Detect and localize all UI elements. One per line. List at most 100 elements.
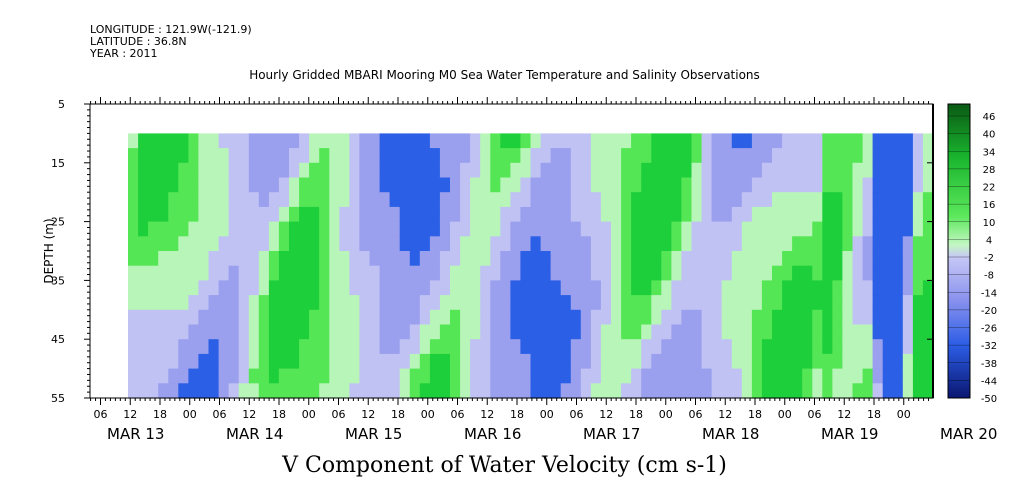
heatmap-cell [359, 148, 371, 164]
heatmap-cell [258, 177, 270, 193]
colorbar [947, 103, 971, 399]
heatmap-cell [641, 265, 652, 281]
heatmap-cell [812, 133, 823, 149]
heatmap-cell [460, 162, 471, 179]
heatmap-cell [198, 383, 210, 399]
heatmap-cell [299, 353, 310, 370]
heatmap-cell [872, 221, 884, 237]
heatmap-cell [208, 206, 220, 223]
heatmap-cell [470, 206, 481, 223]
heatmap-cell [148, 368, 159, 384]
heatmap-cell [540, 353, 552, 370]
heatmap-cell [611, 162, 622, 179]
heatmap-cell [892, 221, 904, 237]
heatmap-cell [922, 353, 934, 370]
heatmap-cell [711, 295, 723, 311]
heatmap-cell [389, 206, 401, 223]
heatmap-cell [661, 133, 672, 149]
heatmap-cell [188, 368, 200, 384]
heatmap-cell [852, 221, 864, 237]
heatmap-cell [761, 280, 773, 296]
heatmap-cell [268, 192, 280, 208]
heatmap-cell [701, 133, 713, 149]
latitude-label: LATITUDE : 36.8N [90, 35, 187, 48]
heatmap-cell [882, 236, 894, 252]
heatmap-cell [460, 339, 471, 355]
x-tick-label: 18 [629, 408, 643, 421]
heatmap-cell [309, 339, 320, 355]
heatmap-cell [812, 309, 823, 326]
heatmap-cell [228, 383, 240, 399]
heatmap-cell [631, 324, 642, 340]
heatmap-cell [661, 148, 672, 164]
heatmap-cell [460, 221, 471, 237]
heatmap-cell [661, 309, 672, 326]
heatmap-cell [882, 192, 894, 208]
heatmap-cell [832, 324, 844, 340]
heatmap-cell [772, 251, 783, 267]
heatmap-cell [369, 221, 381, 237]
heatmap-cell [439, 236, 451, 252]
heatmap-cell [842, 206, 854, 223]
heatmap-cell [661, 265, 672, 281]
heatmap-cell [922, 309, 934, 326]
heatmap-cell [570, 192, 582, 208]
heatmap-cell [842, 309, 854, 326]
heatmap-cell [399, 309, 411, 326]
heatmap-cell [812, 368, 823, 384]
heatmap-cell [621, 309, 632, 326]
heatmap-cell [138, 251, 149, 267]
heatmap-cell [399, 206, 411, 223]
x-tick-label: 18 [272, 408, 286, 421]
heatmap-cell [540, 148, 552, 164]
heatmap-cell [721, 177, 733, 193]
heatmap-cell [510, 206, 522, 223]
heatmap-cell [721, 265, 733, 281]
heatmap-cell [570, 251, 582, 267]
heatmap-cell [319, 177, 330, 193]
heatmap-cell [731, 295, 743, 311]
heatmap-cell [188, 383, 200, 399]
heatmap-cell [258, 148, 270, 164]
heatmap-cell [822, 295, 833, 311]
heatmap-cell [349, 148, 361, 164]
heatmap-cell [228, 368, 240, 384]
heatmap-cell [600, 265, 612, 281]
heatmap-cell [922, 162, 934, 179]
heatmap-cell [238, 148, 250, 164]
heatmap-cell [580, 192, 592, 208]
heatmap-cell [138, 324, 149, 340]
heatmap-cell [289, 177, 300, 193]
heatmap-cell [570, 324, 582, 340]
heatmap-cell [198, 133, 210, 149]
heatmap-cell [128, 177, 139, 193]
heatmap-cell [550, 133, 562, 149]
heatmap-cell [228, 295, 240, 311]
heatmap-cell [289, 236, 300, 252]
heatmap-cell [500, 309, 511, 326]
heatmap-cell [248, 324, 260, 340]
heatmap-cell [278, 221, 290, 237]
heatmap-cell [319, 353, 330, 370]
heatmap-cell [369, 280, 381, 296]
heatmap-cell [248, 177, 260, 193]
heatmap-cell [711, 251, 723, 267]
heatmap-cell [540, 324, 552, 340]
heatmap-cell [369, 148, 381, 164]
heatmap-cell [530, 309, 542, 326]
heatmap-cell [399, 353, 411, 370]
heatmap-cell [319, 383, 330, 399]
heatmap-cell [912, 236, 924, 252]
heatmap-cell [450, 148, 461, 164]
heatmap-cell [138, 309, 149, 326]
heatmap-cell [691, 295, 703, 311]
heatmap-cell [600, 324, 612, 340]
heatmap-cell [278, 339, 290, 355]
heatmap-cell [560, 353, 572, 370]
heatmap-cell [782, 265, 793, 281]
heatmap-cell [399, 251, 411, 267]
heatmap-cell [772, 236, 783, 252]
heatmap-cell [198, 206, 210, 223]
heatmap-cell [289, 353, 300, 370]
